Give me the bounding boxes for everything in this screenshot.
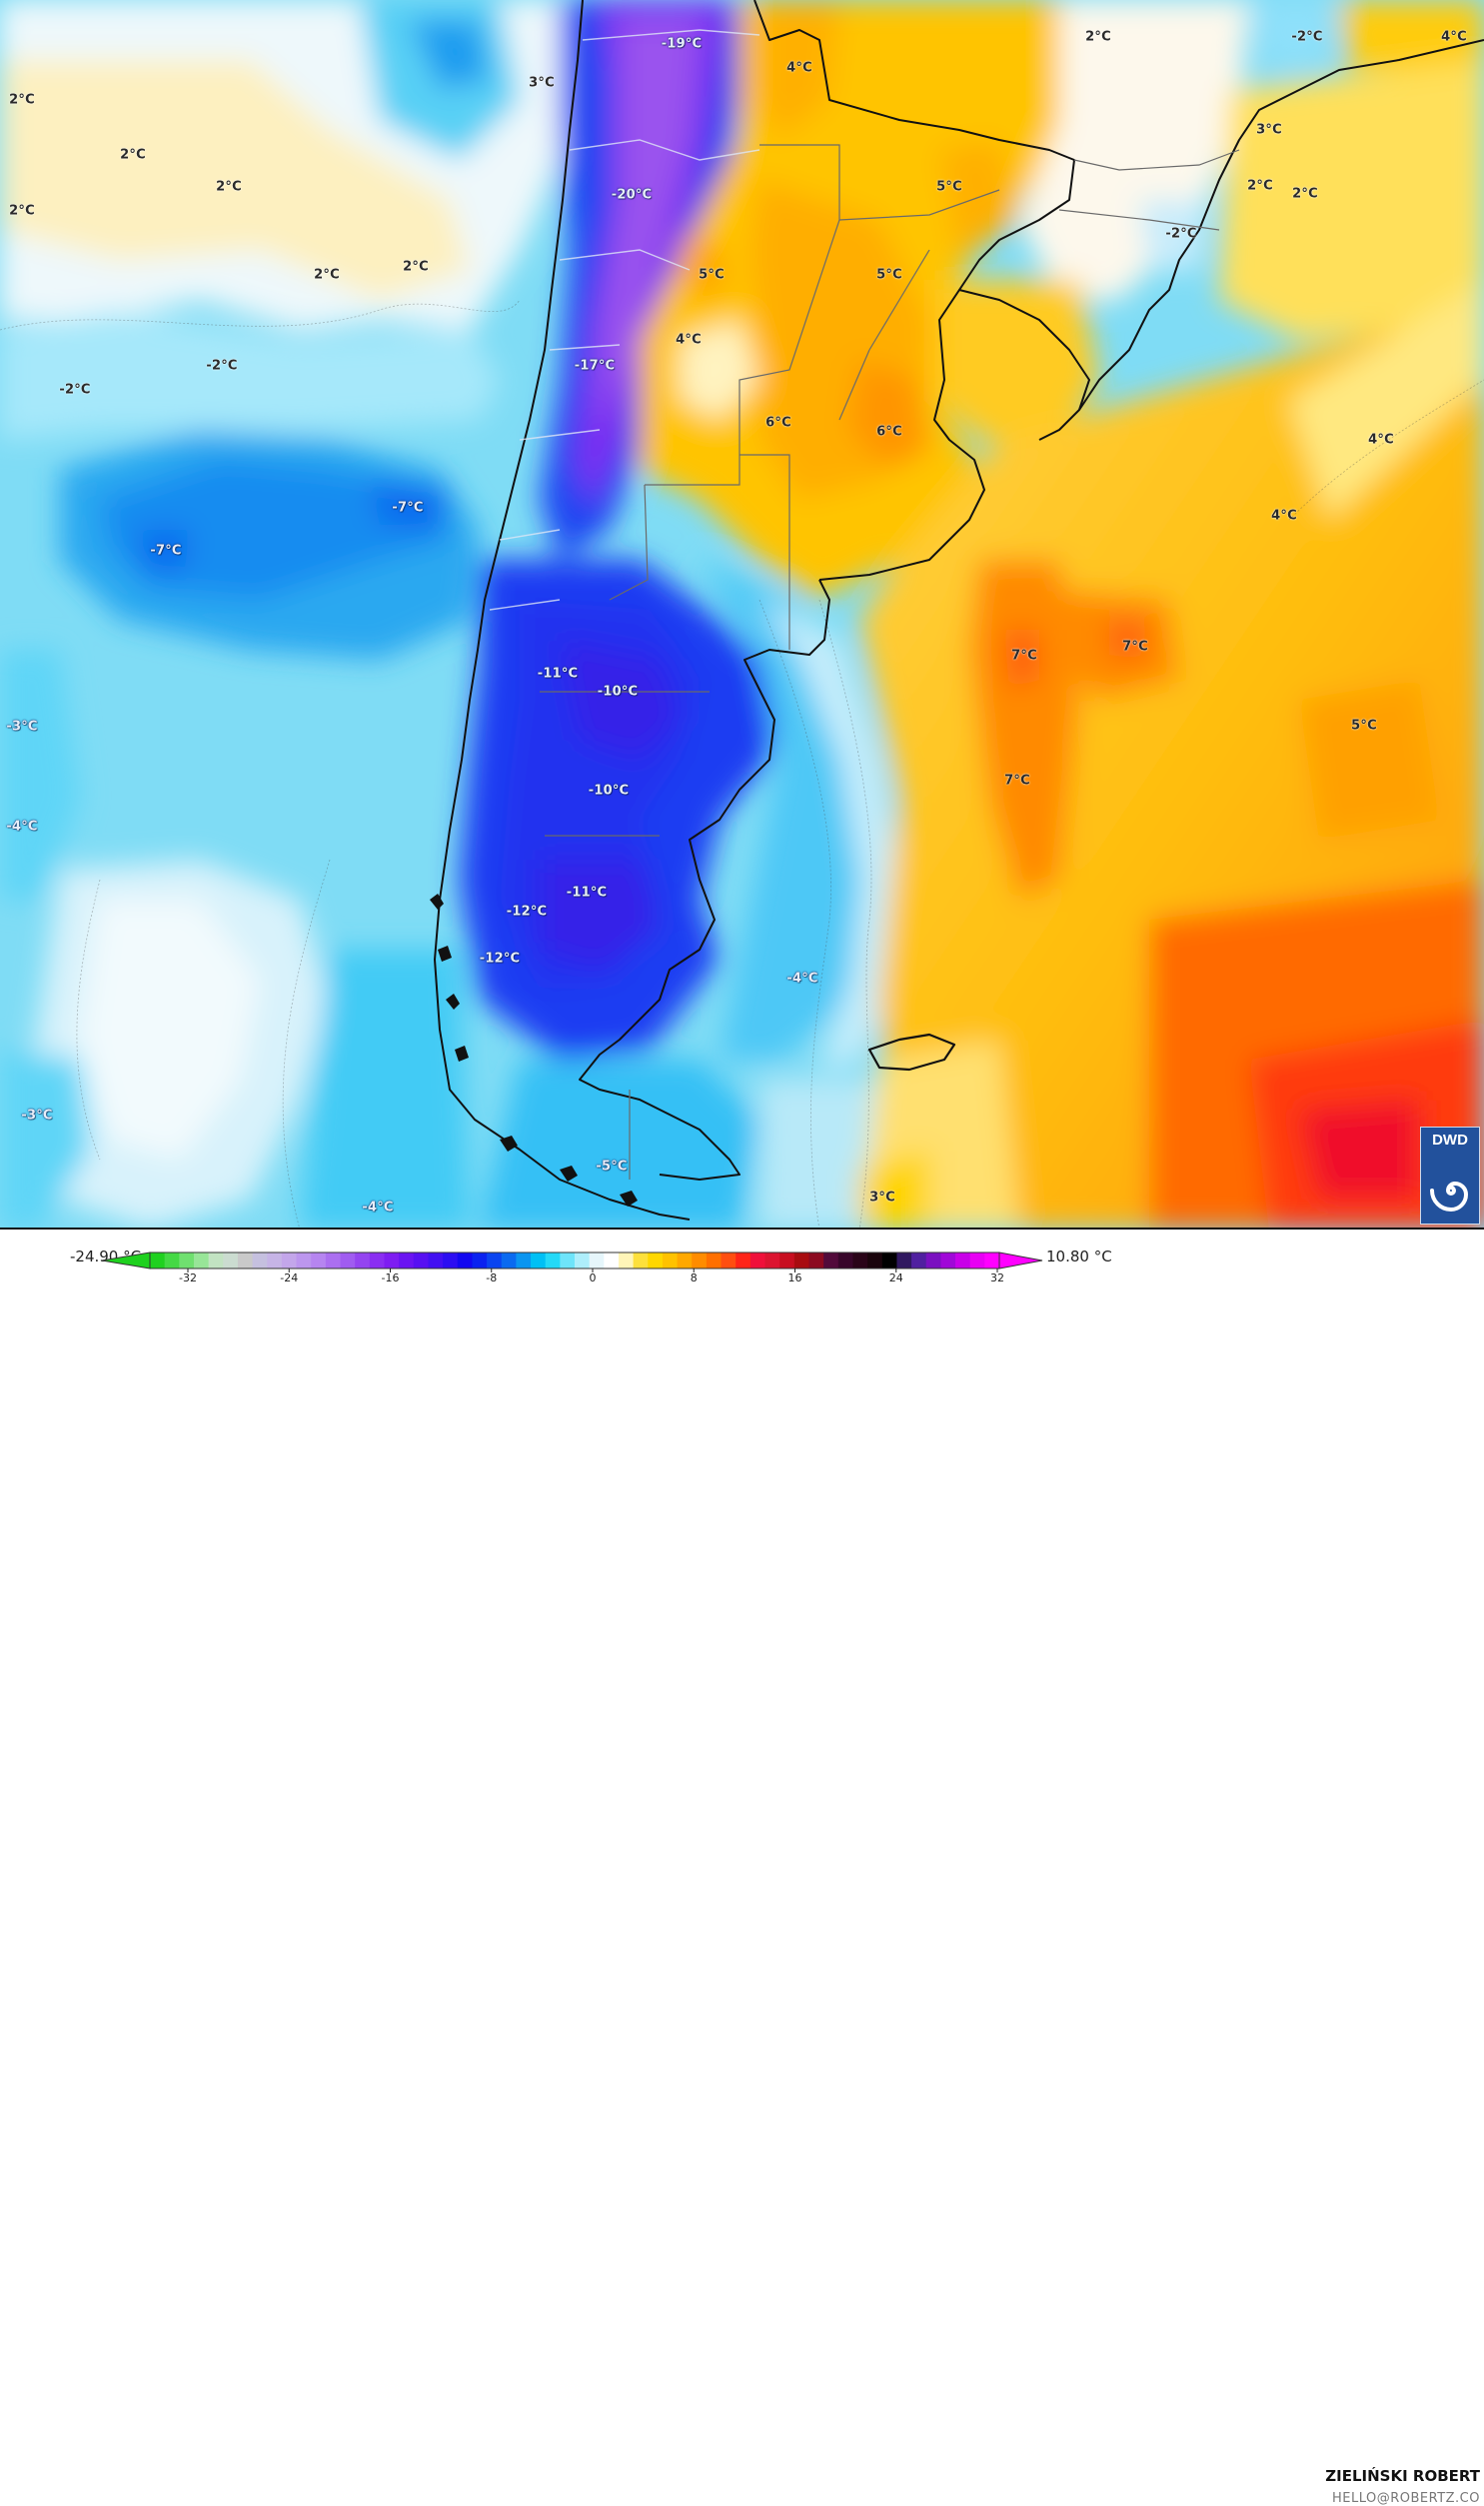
temperature-label: 4°C xyxy=(1271,508,1297,524)
temperature-label: -7°C xyxy=(150,543,182,559)
colorbar-tick-label: 16 xyxy=(787,1271,802,1284)
colorbar-tick-label: -24 xyxy=(280,1271,299,1284)
temperature-label: -11°C xyxy=(537,666,579,682)
temperature-label: -4°C xyxy=(362,1200,394,1216)
coastline xyxy=(434,0,1484,1221)
temperature-label: 5°C xyxy=(936,179,962,195)
author-email: HELLO@ROBERTZ.CO xyxy=(1331,2491,1480,2506)
temperature-label: 2°C xyxy=(403,259,429,275)
spiral-icon xyxy=(1430,1181,1469,1213)
temperature-label: -5°C xyxy=(596,1159,628,1175)
temperature-label: -12°C xyxy=(506,904,548,920)
temperature-label: -12°C xyxy=(479,951,521,967)
temperature-label: 3°C xyxy=(869,1190,895,1206)
temperature-label: 2°C xyxy=(9,203,35,219)
temperature-label: 7°C xyxy=(1122,639,1148,655)
archipelago xyxy=(430,894,638,1207)
temperature-label: 5°C xyxy=(699,267,725,283)
temperature-label: -11°C xyxy=(566,885,608,901)
temperature-label: 5°C xyxy=(1351,718,1377,734)
temperature-label: 5°C xyxy=(876,267,902,283)
temperature-label: 6°C xyxy=(765,415,791,431)
colorbar-tick-label: 0 xyxy=(589,1271,597,1284)
temperature-label: 4°C xyxy=(676,332,702,348)
temperature-label: 4°C xyxy=(1441,29,1467,45)
temperature-label: 2°C xyxy=(9,92,35,108)
author-credit: ZIELIŃSKI ROBERT xyxy=(1325,2467,1480,2485)
temperature-label: 6°C xyxy=(876,424,902,440)
temperature-label: -2°C xyxy=(1165,226,1197,242)
temperature-label: 2°C xyxy=(216,179,242,195)
temperature-label: 4°C xyxy=(1368,432,1394,448)
temperature-label: 2°C xyxy=(1085,29,1111,45)
temperature-label: -20°C xyxy=(611,187,653,203)
temperature-label: -17°C xyxy=(574,358,616,374)
isotherm-lines xyxy=(0,299,1484,1228)
temperature-label: 7°C xyxy=(1004,773,1030,789)
temperature-label: -4°C xyxy=(786,971,818,987)
dwd-logo: DWD xyxy=(1420,1127,1480,1225)
temperature-label: 2°C xyxy=(1292,186,1318,202)
chile-regional-borders xyxy=(489,29,760,611)
colorbar-tick-label: -16 xyxy=(381,1271,400,1284)
colorbar-tick-label: 8 xyxy=(690,1271,698,1284)
temperature-label: -4°C xyxy=(6,819,38,835)
temperature-label: -10°C xyxy=(597,684,639,700)
colorbar-tick-label: -32 xyxy=(179,1271,197,1284)
dwd-logo-text: DWD xyxy=(1432,1132,1468,1149)
temperature-label: -3°C xyxy=(6,719,38,735)
colorbar xyxy=(101,1252,1043,1272)
temperature-label: -2°C xyxy=(206,358,238,374)
temperature-label: 3°C xyxy=(1256,122,1282,138)
temperature-label: -7°C xyxy=(392,500,424,516)
temperature-label: -2°C xyxy=(59,382,91,398)
temperature-label: -3°C xyxy=(21,1108,53,1124)
temperature-label: -10°C xyxy=(588,783,630,799)
temperature-label: 2°C xyxy=(120,147,146,163)
temperature-label: 3°C xyxy=(529,75,555,91)
temperature-label: -19°C xyxy=(661,36,703,52)
temperature-label: 2°C xyxy=(1247,178,1273,194)
colorbar-tick-label: 32 xyxy=(990,1271,1004,1284)
colorbar-tick-label: 24 xyxy=(888,1271,903,1284)
colorbar-tick-label: -8 xyxy=(486,1271,498,1284)
field-max-value: 10.80 °C xyxy=(1046,1248,1112,1265)
temperature-label: 4°C xyxy=(786,60,812,76)
temperature-map[interactable]: -19°C 3°C 4°C 2°C -2°C 4°C 2°C 2°C 2°C 2°C 3°C 5°C 2… xyxy=(0,0,1484,1230)
temperature-label: 2°C xyxy=(314,267,340,283)
temperature-field xyxy=(0,0,1484,1228)
temperature-label: -2°C xyxy=(1291,29,1323,45)
province-borders xyxy=(540,144,1240,1180)
temperature-label: 7°C xyxy=(1011,648,1037,664)
